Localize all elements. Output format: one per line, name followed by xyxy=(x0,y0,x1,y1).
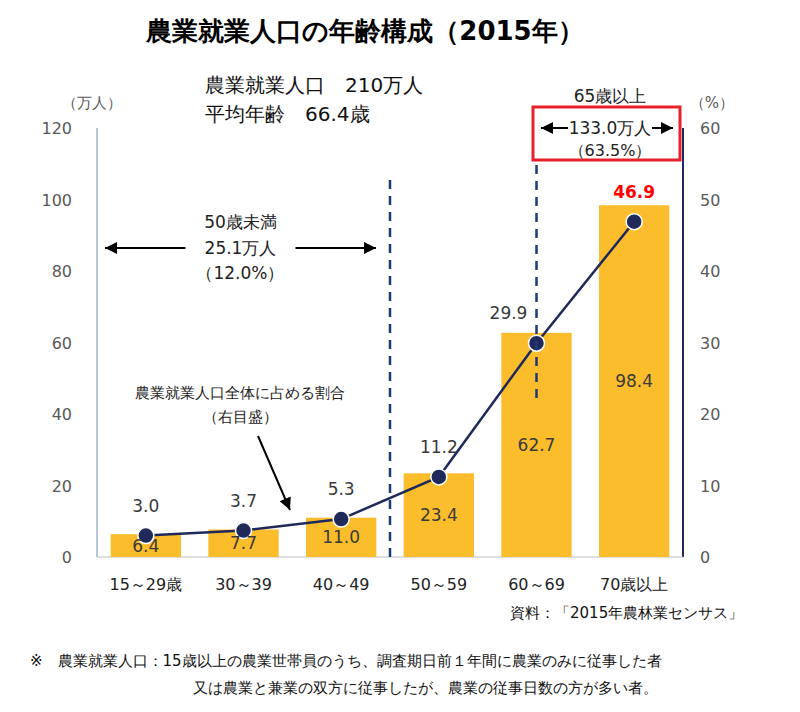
line-marker xyxy=(626,214,642,230)
y-tick-label: 80 xyxy=(52,262,72,281)
arrow-head xyxy=(541,122,553,134)
y2-axis-line xyxy=(682,128,684,557)
bar-label: 98.4 xyxy=(615,371,653,391)
annotation-total: 農業就業人口 210万人 xyxy=(205,73,423,97)
source: 資料：「2015年農林業センサス」 xyxy=(510,604,743,622)
arrow-head xyxy=(105,242,117,254)
y-tick-label: 120 xyxy=(41,119,72,138)
line-label: 29.9 xyxy=(490,303,528,323)
line-marker xyxy=(333,511,349,527)
annotation-under50: （12.0%） xyxy=(196,263,284,283)
y-tick-label: 20 xyxy=(52,477,72,496)
x-tick-label: 40～49 xyxy=(313,575,370,594)
series-note: 農業就業人口全体に占める割合 xyxy=(135,384,345,402)
bar-label: 62.7 xyxy=(518,435,556,455)
x-tick-label: 30～39 xyxy=(215,575,272,594)
footnote: 又は農業と兼業の双方に従事したが、農業の従事日数の方が多い者。 xyxy=(193,679,658,697)
y2-tick-label: 20 xyxy=(700,405,720,424)
arrow-line xyxy=(258,436,290,510)
x-tick-label: 60～69 xyxy=(508,575,565,594)
annotation-under50: 25.1万人 xyxy=(205,238,277,258)
bar-label: 23.4 xyxy=(420,505,458,525)
line-marker xyxy=(431,469,447,485)
line-label: 46.9 xyxy=(613,182,655,202)
bar-label: 7.7 xyxy=(230,533,257,553)
y2-axis-label: （%） xyxy=(690,94,734,112)
x-tick-label: 15～29歳 xyxy=(109,575,182,594)
y2-tick-label: 50 xyxy=(700,191,720,210)
y2-tick-label: 10 xyxy=(700,477,720,496)
title: 農業就業人口の年齢構成（2015年） xyxy=(145,16,583,46)
y2-tick-label: 0 xyxy=(700,548,710,567)
y-tick-label: 0 xyxy=(62,548,72,567)
bar xyxy=(404,473,474,557)
bar xyxy=(111,534,181,557)
line-label: 3.7 xyxy=(230,491,257,511)
y-tick-label: 40 xyxy=(52,405,72,424)
bar xyxy=(599,205,669,557)
y2-tick-label: 60 xyxy=(700,119,720,138)
x-tick-label: 50～59 xyxy=(410,575,467,594)
series-note: （右目盛） xyxy=(203,408,278,426)
line-label: 5.3 xyxy=(328,479,355,499)
bar xyxy=(501,333,571,557)
arrow-head xyxy=(364,242,376,254)
annotation-over65: 65歳以上 xyxy=(574,86,647,106)
arrow-head xyxy=(280,497,291,510)
bar xyxy=(208,529,278,557)
y-axis-line xyxy=(96,128,98,557)
y2-tick-label: 40 xyxy=(700,262,720,281)
x-tick-label: 70歳以上 xyxy=(600,575,668,594)
labels: 6.4 7.7 11.0 23.4 62.7 98.4 3.0 3.7 5.3 11.2 29.9 4… xyxy=(132,182,655,556)
line-label: 3.0 xyxy=(132,496,159,516)
footnote: ※ 農業就業人口：15歳以上の農業世帯員のうち、調査期日前１年間に農業のみに従事… xyxy=(30,652,662,670)
label-bg xyxy=(186,206,296,284)
bar-label: 11.0 xyxy=(322,527,360,547)
annotation-average-age: 平均年齢 66.4歳 xyxy=(205,102,370,126)
annotation-under50: 50歳未満 xyxy=(204,212,277,232)
label-bg xyxy=(568,116,652,138)
y-axis-label: （万人） xyxy=(62,94,122,112)
highlight-box xyxy=(533,107,680,160)
bar-label: 6.4 xyxy=(132,536,159,556)
y-tick-label: 60 xyxy=(52,334,72,353)
y-tick-label: 100 xyxy=(41,191,72,210)
line-label: 11.2 xyxy=(420,437,458,457)
chart: 農業就業人口の年齢構成（2015年） 0 20 40 60 80 100 120 0 10 20 30… xyxy=(0,0,800,712)
arrow-head xyxy=(661,122,673,134)
annotation-over65: （63.5%） xyxy=(569,141,652,160)
divider xyxy=(535,165,538,400)
annotation-over65: 133.0万人 xyxy=(569,118,652,138)
divider xyxy=(389,180,392,557)
y2-tick-label: 30 xyxy=(700,334,720,353)
